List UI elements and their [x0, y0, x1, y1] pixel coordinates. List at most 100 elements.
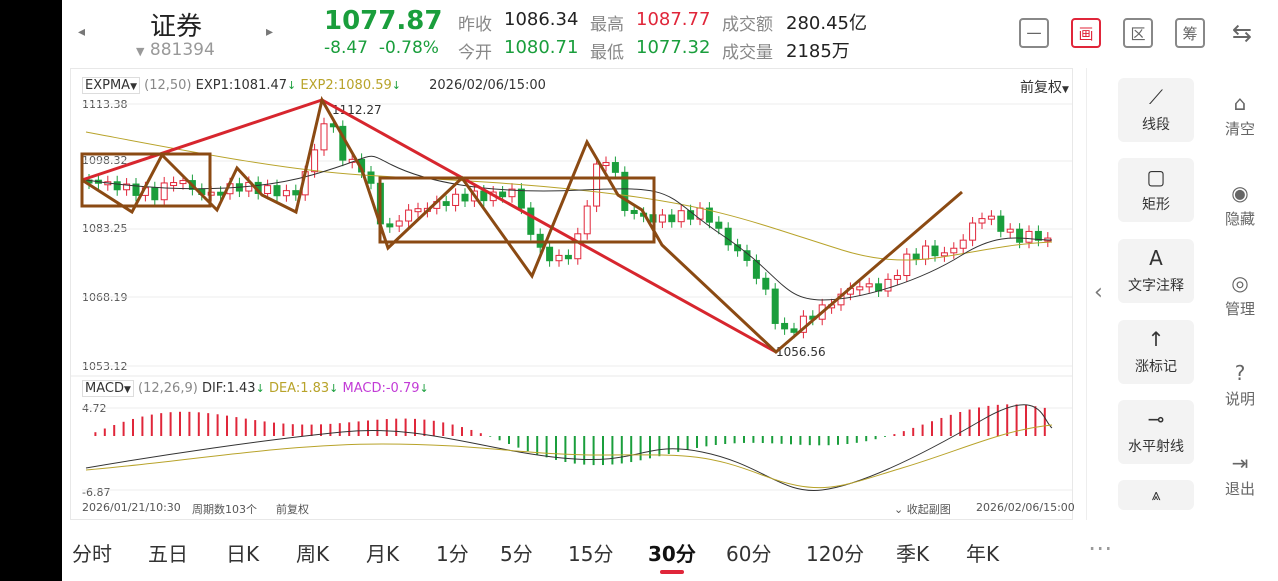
tab-15min[interactable]: 15分 [568, 542, 614, 566]
volume-value: 2185万 [786, 41, 850, 62]
candle-body [978, 218, 986, 224]
candle-body [781, 322, 789, 330]
candle-body [959, 239, 967, 249]
dif-value: DIF:1.43 [201, 381, 256, 396]
tool-more[interactable]: ⩓ [1118, 480, 1194, 510]
stock-code-selector[interactable]: ▼ 881394 [136, 40, 215, 60]
app-window: ◂ ▸ 证券 ▼ 881394 1077.87 -8.47 -0.78% 昨收 … [62, 0, 1278, 581]
tool-rectangle[interactable]: ▢ 矩形 [1118, 158, 1194, 222]
candle-body [1016, 228, 1024, 243]
clear-icon: ⌂ [1233, 91, 1247, 115]
tab-weekly[interactable]: 周K [296, 542, 330, 566]
main-indicator-name: EXPMA [85, 78, 131, 93]
candle-body [1034, 230, 1042, 241]
prev-close-label: 昨收 [458, 15, 492, 35]
side-label: 说明 [1224, 390, 1255, 408]
candle-body [677, 210, 685, 223]
candle-body [151, 187, 159, 201]
kline-chart[interactable] [62, 0, 1086, 520]
collapse-subchart-button[interactable]: ⌄ 收起副图 [894, 501, 951, 517]
drawings-layer [80, 95, 963, 355]
candle-body [170, 182, 178, 187]
candle-body [517, 188, 525, 209]
line-segment-icon: ⟋ [1149, 85, 1163, 109]
tool-label: 线段 [1142, 117, 1170, 133]
tab-1min[interactable]: 1分 [436, 542, 469, 566]
chart-settings-icon[interactable]: ⋯ [1088, 534, 1112, 562]
chips-icon[interactable]: 筹 [1175, 18, 1205, 48]
price-change: -8.47 -0.78% [324, 38, 439, 58]
candle-body [132, 183, 140, 196]
macd-histogram-layer [94, 404, 1046, 466]
horizontal-ray-icon: ⊸ [1147, 407, 1165, 431]
open-value: 1080.71 [504, 37, 579, 58]
main-indicator-selector[interactable]: EXPMA▼ [82, 77, 140, 94]
tool-rise-marker[interactable]: ↑ 涨标记 [1118, 320, 1194, 384]
candle-body [160, 182, 168, 201]
tab-monthly[interactable]: 月K [366, 542, 400, 566]
tab-intraday[interactable]: 分时 [72, 542, 112, 566]
candle-body [452, 193, 460, 206]
tool-horizontal-ray[interactable]: ⊸ 水平射线 [1118, 400, 1194, 464]
candle-body [630, 209, 638, 214]
tab-quarterly[interactable]: 季K [896, 542, 930, 566]
tab-5min[interactable]: 5分 [500, 542, 533, 566]
side-label: 管理 [1224, 300, 1255, 318]
manage-icon: ◎ [1231, 271, 1249, 295]
prev-stock-arrow-icon[interactable]: ◂ [78, 24, 86, 40]
tool-label: 矩形 [1142, 197, 1170, 213]
dropdown-caret-icon: ▼ [130, 82, 137, 92]
minus-icon[interactable]: 一 [1019, 18, 1049, 48]
tool-text-note[interactable]: A 文字注释 [1118, 239, 1194, 303]
side-hide[interactable]: ◉ 隐藏 [1214, 182, 1266, 229]
candle-body [621, 171, 629, 211]
exp1-line [85, 155, 1053, 301]
draw-icon[interactable]: 画 [1071, 18, 1101, 48]
tab-five-day[interactable]: 五日 [148, 542, 188, 566]
side-help[interactable]: ? 说明 [1214, 362, 1266, 409]
current-price: 1077.87 [324, 6, 443, 36]
candle-body [113, 181, 121, 191]
tab-yearly[interactable]: 年K [966, 542, 1000, 566]
next-stock-arrow-icon[interactable]: ▸ [266, 24, 274, 40]
candle-body [903, 253, 911, 277]
candle-body [884, 278, 892, 292]
candle-body [602, 162, 610, 167]
sub-indicator-selector[interactable]: MACD▼ [82, 380, 134, 397]
rectangle-drawing [378, 176, 656, 244]
tool-label: 文字注释 [1128, 278, 1184, 294]
candle-body [564, 254, 572, 260]
amount-value: 280.45亿 [786, 13, 867, 34]
phone-rotate-icon[interactable]: ⇆ [1231, 19, 1253, 47]
dropdown-caret-icon: ▼ [1062, 85, 1069, 95]
range-end: 2026/02/06/15:00 [976, 501, 1075, 514]
tab-daily[interactable]: 日K [226, 542, 260, 566]
candle-body [311, 149, 319, 173]
collapse-panel-chevron-icon[interactable]: ‹ [1094, 280, 1103, 305]
change-value: -8.47 [324, 38, 368, 58]
adjust-selector[interactable]: 前复权▼ [1020, 77, 1069, 97]
candle-body [668, 214, 676, 223]
tool-label: 涨标记 [1135, 359, 1177, 375]
candle-body [762, 277, 770, 290]
side-exit[interactable]: ⇥ 退出 [1214, 452, 1266, 499]
range-start: 2026/01/21/10:30 [82, 501, 181, 514]
open-label: 今开 [458, 43, 492, 63]
side-clear[interactable]: ⌂ 清空 [1214, 92, 1266, 139]
high-value: 1087.77 [636, 9, 711, 30]
candle-body [950, 247, 958, 254]
kline-chart-frame[interactable] [70, 68, 1073, 520]
exp1-value: EXP1:1081.47 [195, 78, 288, 93]
stock-name: 证券 [150, 12, 203, 42]
tool-line-segment[interactable]: ⟋ 线段 [1118, 78, 1194, 142]
chevron-down-icon: ⌄ [894, 503, 904, 516]
candle-body [395, 220, 403, 227]
tab-120min[interactable]: 120分 [806, 542, 865, 566]
amount-label: 成交额 [722, 15, 773, 35]
zone-icon[interactable]: 区 [1123, 18, 1153, 48]
tab-60min[interactable]: 60分 [726, 542, 772, 566]
tab-30min[interactable]: 30分 [648, 542, 696, 566]
side-manage[interactable]: ◎ 管理 [1214, 272, 1266, 319]
candle-body [658, 214, 666, 223]
candle-body [856, 286, 864, 291]
